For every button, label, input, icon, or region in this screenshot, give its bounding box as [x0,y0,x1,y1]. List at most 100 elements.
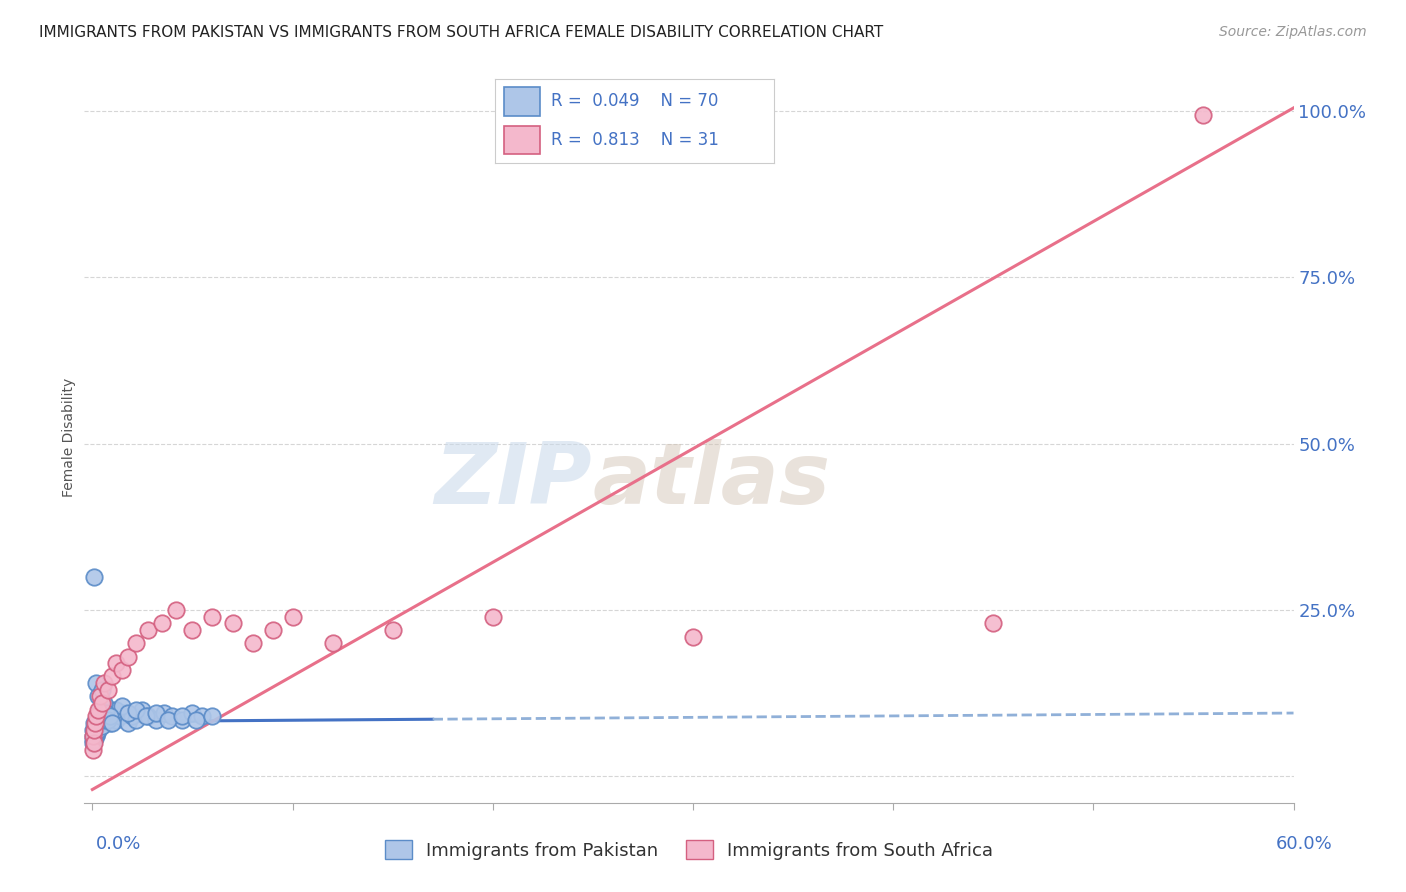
Point [135,709,157,723]
Point [381,623,404,637]
Point [83,716,105,731]
Point [86,709,108,723]
Point [89,690,111,704]
Point [89,716,111,731]
Point [86,726,108,740]
Point [96,706,118,720]
Point [105,656,128,670]
Point [117,716,139,731]
Point [105,713,128,727]
Text: IMMIGRANTS FROM PAKISTAN VS IMMIGRANTS FROM SOUTH AFRICA FEMALE DISABILITY CORRE: IMMIGRANTS FROM PAKISTAN VS IMMIGRANTS F… [39,25,883,40]
Point [86,676,108,690]
Point [93,676,115,690]
Point [145,706,167,720]
Point [91,703,114,717]
Point [242,636,264,650]
Point [87,709,110,723]
Point [191,709,214,723]
Point [83,732,105,747]
Point [91,719,114,733]
Point [97,709,120,723]
Point [100,709,122,723]
Point [125,713,148,727]
Point [111,699,134,714]
Point [91,682,114,697]
Point [97,713,120,727]
Point [162,709,184,723]
Point [97,682,120,697]
Point [93,696,115,710]
Legend: Immigrants from Pakistan, Immigrants from South Africa: Immigrants from Pakistan, Immigrants fro… [378,833,1000,867]
Point [100,716,122,731]
Point [131,703,153,717]
Point [101,703,124,717]
Point [84,719,107,733]
Point [93,713,115,727]
Point [138,623,160,637]
Point [86,726,108,740]
Point [89,713,111,727]
Point [201,709,224,723]
Point [86,716,108,731]
Point [101,716,124,731]
Point [87,723,110,737]
Point [87,703,110,717]
Point [84,729,107,743]
Point [83,723,105,737]
Point [186,713,208,727]
Point [83,736,105,750]
Point [83,726,105,740]
Point [981,616,1004,631]
Text: 0.0%: 0.0% [96,835,141,853]
Point [125,636,148,650]
Point [221,616,243,631]
Point [172,713,194,727]
Point [153,706,176,720]
Point [83,729,105,743]
Point [105,703,128,717]
Point [117,706,139,720]
Point [83,570,105,584]
Text: 60.0%: 60.0% [1277,835,1333,853]
Point [138,709,160,723]
Point [682,630,704,644]
Point [83,723,105,737]
Point [112,706,135,720]
Point [481,609,503,624]
Point [83,732,105,747]
Point [110,709,132,723]
Point [172,709,194,723]
Point [82,729,104,743]
Point [111,663,134,677]
Point [97,709,120,723]
Text: Source: ZipAtlas.com: Source: ZipAtlas.com [1219,25,1367,39]
Point [281,609,304,624]
Point [201,609,224,624]
Point [84,726,107,740]
Point [181,706,204,720]
Text: ZIP: ZIP [434,440,592,523]
Point [125,703,148,717]
Point [152,616,174,631]
Point [181,623,204,637]
Point [86,719,108,733]
Point [157,713,180,727]
Point [145,713,167,727]
Point [84,716,107,731]
Point [165,603,187,617]
Point [82,742,104,756]
Point [96,713,118,727]
Point [89,716,111,731]
Point [93,706,115,720]
Point [101,669,124,683]
Point [101,706,124,720]
Point [82,729,104,743]
Point [1192,107,1215,121]
Point [82,736,104,750]
Point [82,723,104,737]
Point [87,690,110,704]
Point [262,623,284,637]
Point [121,709,143,723]
Point [322,636,344,650]
Point [86,723,108,737]
